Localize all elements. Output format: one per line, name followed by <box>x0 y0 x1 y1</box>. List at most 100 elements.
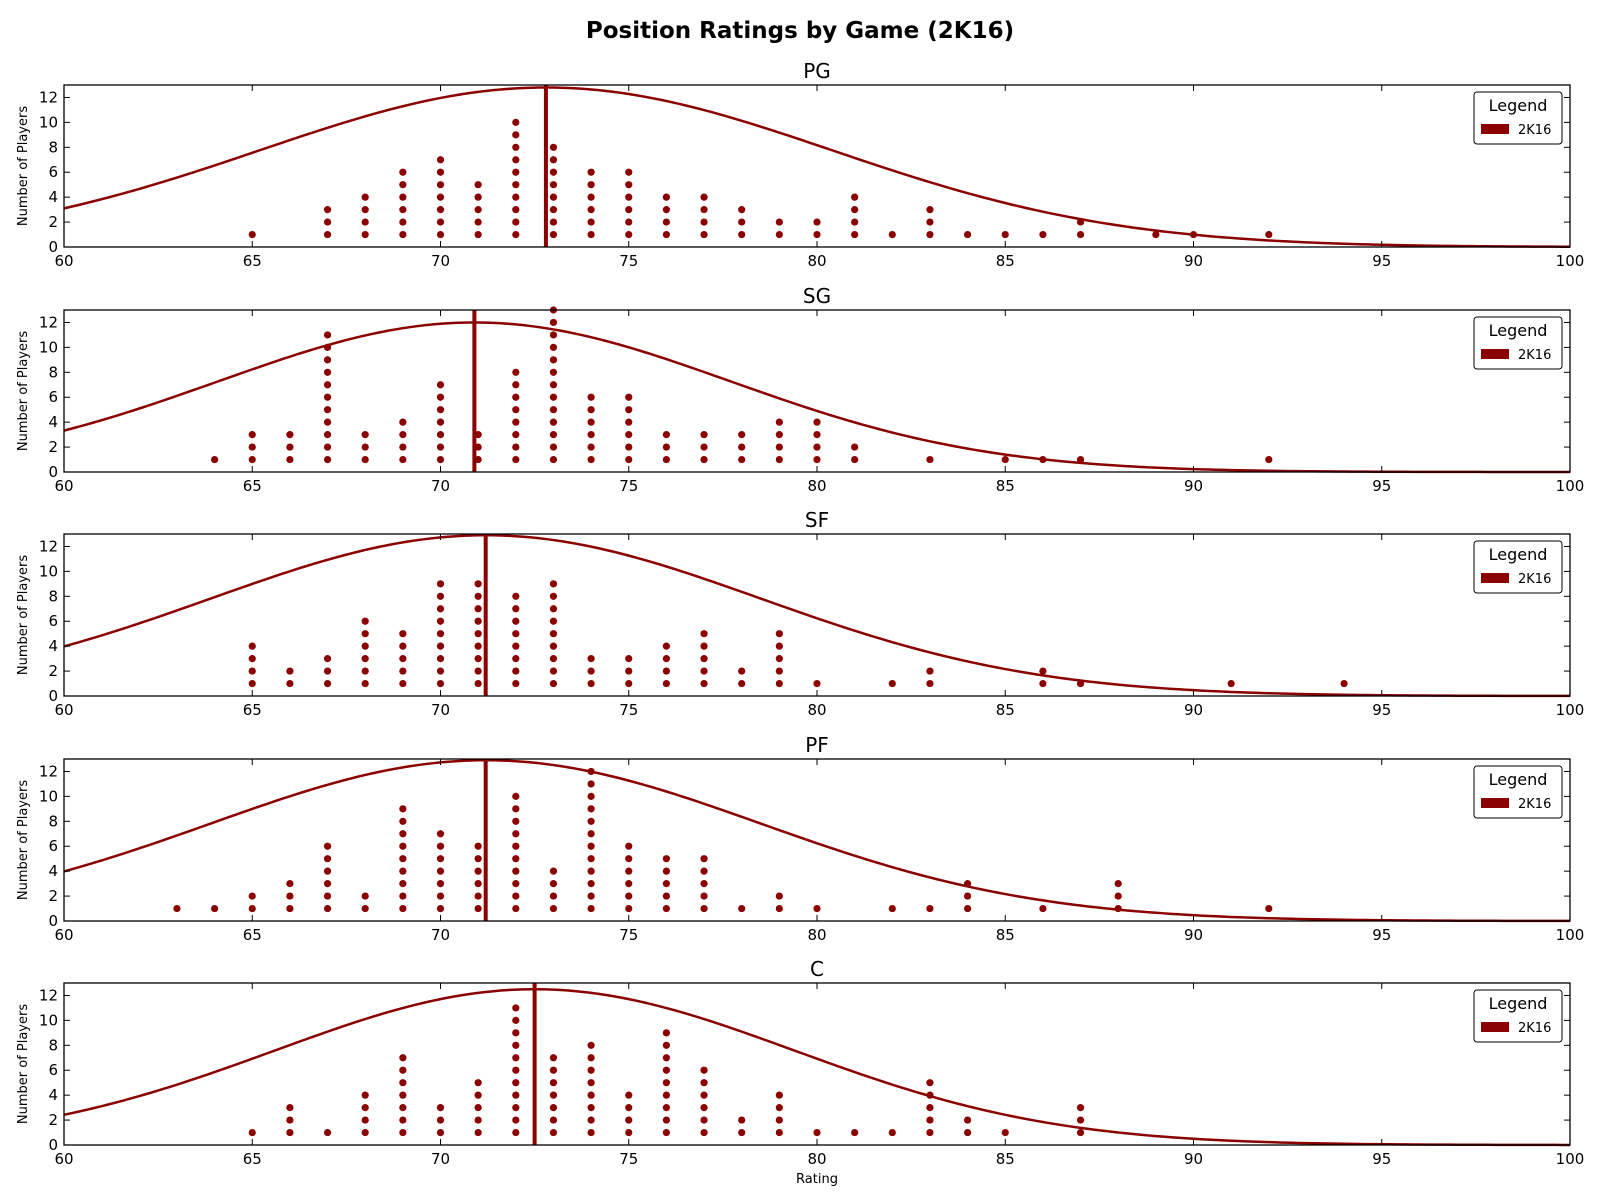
panel-pg-point <box>964 230 972 239</box>
panel-sf-point <box>286 679 294 688</box>
panel-pf-point <box>399 880 407 888</box>
panel-c-ytick-label: 4 <box>48 1086 58 1104</box>
panel-sf-xtick-label: 90 <box>1184 701 1203 719</box>
panel-c-point <box>775 1091 783 1099</box>
panel-sg-title: SG <box>803 284 831 308</box>
panel-pf-point <box>587 842 595 850</box>
figure-title: Position Ratings by Game (2K16) <box>585 18 1015 44</box>
panel-pf-point <box>323 892 332 900</box>
panel-pg-point <box>436 230 445 239</box>
panel-sg-ytick-label: 0 <box>48 463 58 481</box>
panel-sg-point <box>323 443 332 451</box>
panel-pf-point <box>587 817 595 825</box>
panel-pf-point <box>512 904 520 913</box>
panel-c-point <box>926 1091 934 1099</box>
panel-c-ylabel: Number of Players <box>16 1004 31 1124</box>
panel-sf-point <box>587 667 595 675</box>
panel-pg-legend-title: Legend <box>1489 96 1548 115</box>
panel-sf-point <box>248 667 256 675</box>
panel-c-point <box>700 1079 708 1087</box>
panel-pg-ytick-label: 8 <box>48 138 58 156</box>
panel-c-title: C <box>810 957 824 981</box>
panel-c-ytick-label: 10 <box>39 1011 58 1029</box>
panel-sg-xtick-label: 85 <box>996 477 1015 495</box>
panel-sg-point <box>625 431 633 439</box>
panel-sf-point <box>549 642 558 650</box>
panel-pg-point <box>549 193 558 201</box>
panel-sg-point <box>286 431 294 439</box>
panel-sf-point <box>738 679 746 688</box>
panel-c-point <box>587 1054 595 1062</box>
panel-pf-point <box>813 904 821 913</box>
panel-pg-point <box>625 193 633 201</box>
panel-pf-point <box>926 904 934 913</box>
panel-pf-point <box>474 855 482 863</box>
panel-c-point <box>399 1091 407 1099</box>
panel-pf-point <box>211 904 219 913</box>
panel-pg-point <box>512 193 520 201</box>
panel-sg-point <box>587 393 595 401</box>
panel-sf-point <box>587 655 595 663</box>
panel-pg-point <box>587 181 595 189</box>
panel-sf-point <box>700 667 708 675</box>
panel-c-point <box>700 1116 708 1124</box>
panel-pg-point <box>512 118 520 126</box>
panel-pf-point <box>625 892 633 900</box>
panel-pg-ytick-label: 12 <box>39 88 58 106</box>
panel-sg-ytick-label: 8 <box>48 363 58 381</box>
panel-c-point <box>512 1104 520 1112</box>
panel-sg-point <box>323 331 332 339</box>
panel-sg-xtick-label: 90 <box>1184 477 1203 495</box>
panel-c-point <box>775 1128 783 1137</box>
panel-sf-point <box>512 679 520 688</box>
panel-sf-point <box>399 667 407 675</box>
panel-sg-point <box>399 431 407 439</box>
panel-c-point <box>587 1079 595 1087</box>
panel-pf-point <box>775 904 783 913</box>
panel-sf-point <box>474 592 482 600</box>
panel-pf-point <box>700 892 708 900</box>
panel-pg-point <box>587 168 595 176</box>
panel-pg-point <box>587 206 595 214</box>
panel-c-legend-title: Legend <box>1489 994 1548 1013</box>
panel-sf-point <box>549 655 558 663</box>
panel-sg-ytick-label: 12 <box>39 313 58 331</box>
panel-sf-point <box>512 617 520 625</box>
panel-pg-point <box>1039 230 1047 239</box>
panel-sf-point <box>775 655 783 663</box>
panel-sg-xtick-label: 60 <box>54 477 73 495</box>
panel-sg-point <box>286 455 294 464</box>
panel-c-point <box>512 1029 520 1037</box>
panel-sg-point <box>323 343 332 351</box>
panel-pf-point <box>323 855 332 863</box>
panel-pg-point <box>700 218 708 226</box>
panel-pf-point <box>323 904 332 913</box>
panel-pg-ylabel: Number of Players <box>16 106 31 226</box>
panel-sf-ytick-label: 6 <box>48 612 58 630</box>
panel-pg-ytick-label: 6 <box>48 163 58 181</box>
panel-pg-point <box>436 218 445 226</box>
panel-sg-point <box>738 455 746 464</box>
panel-sg-xtick-label: 95 <box>1372 477 1391 495</box>
panel-c-point <box>512 1116 520 1124</box>
panel-pg-point <box>361 193 369 201</box>
panel-pg-point <box>512 181 520 189</box>
panel-sf-ytick-label: 4 <box>48 637 58 655</box>
panel-sg-xtick-label: 100 <box>1556 477 1585 495</box>
panel-sg-point <box>738 431 746 439</box>
panel-sf-ytick-label: 8 <box>48 587 58 605</box>
panel-sg-point <box>851 443 859 451</box>
panel-pg-point <box>625 230 633 239</box>
panel-pg-xtick-label: 75 <box>619 252 638 270</box>
panel-c-point <box>587 1091 595 1099</box>
panel-c-xtick-label: 90 <box>1184 1150 1203 1168</box>
panel-c-point <box>851 1128 859 1137</box>
panel-sf-point <box>549 617 558 625</box>
panel-pg-xtick-label: 90 <box>1184 252 1203 270</box>
panel-pf-point <box>436 904 445 913</box>
panel-pg-point <box>549 168 558 176</box>
panel-pg-xtick-label: 65 <box>243 252 262 270</box>
panel-sg-point <box>775 443 783 451</box>
panel-sf-point <box>474 655 482 663</box>
panel-pf-point <box>474 867 482 875</box>
